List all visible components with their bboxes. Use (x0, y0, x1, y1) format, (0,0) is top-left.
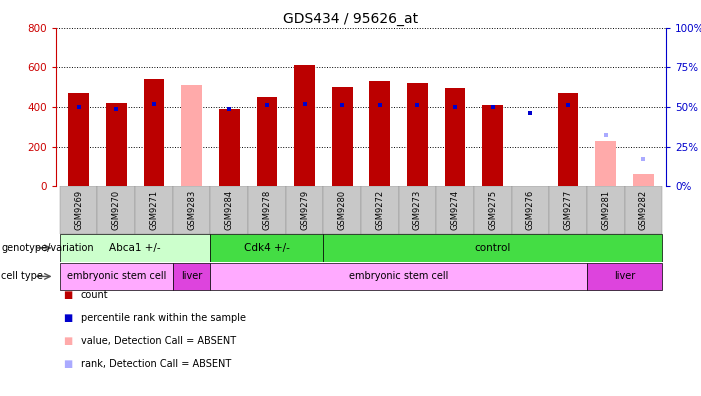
Bar (60, 234, 210, 262)
Bar (625, 186, 662, 234)
Text: control: control (475, 243, 511, 253)
Text: GSM9275: GSM9275 (489, 190, 497, 230)
Text: cell type: cell type (1, 271, 43, 282)
Text: GDS434 / 95626_at: GDS434 / 95626_at (283, 12, 418, 26)
Bar (550, 186, 587, 234)
Text: Cdk4 +/-: Cdk4 +/- (244, 243, 290, 253)
Text: liver: liver (181, 271, 202, 282)
Bar (399, 186, 436, 234)
Text: GSM9276: GSM9276 (526, 190, 535, 230)
Bar (482, 105, 503, 186)
Text: ■: ■ (63, 358, 72, 369)
Text: embryonic stem cell: embryonic stem cell (349, 271, 449, 282)
Bar (172, 263, 210, 290)
Bar (97, 186, 135, 234)
Text: GSM9281: GSM9281 (601, 190, 610, 230)
Bar (248, 186, 286, 234)
Text: liver: liver (614, 271, 635, 282)
Text: GSM9284: GSM9284 (225, 190, 233, 230)
Bar (361, 186, 399, 234)
Text: GSM9282: GSM9282 (639, 190, 648, 230)
Text: GSM9270: GSM9270 (112, 190, 121, 230)
Bar (332, 87, 353, 186)
Bar (135, 186, 172, 234)
Bar (182, 85, 202, 186)
Bar (210, 263, 587, 290)
Text: rank, Detection Call = ABSENT: rank, Detection Call = ABSENT (81, 358, 231, 369)
Text: GSM9283: GSM9283 (187, 190, 196, 230)
Text: GSM9280: GSM9280 (338, 190, 347, 230)
Text: ■: ■ (63, 312, 72, 323)
Text: Abca1 +/-: Abca1 +/- (109, 243, 161, 253)
Bar (60, 263, 172, 290)
Text: genotype/variation: genotype/variation (1, 243, 94, 253)
Text: ■: ■ (63, 289, 72, 300)
Bar (444, 88, 465, 186)
Bar (257, 97, 278, 186)
Bar (210, 234, 323, 262)
Bar (633, 174, 654, 186)
Text: GSM9273: GSM9273 (413, 190, 422, 230)
Bar (323, 186, 361, 234)
Text: value, Detection Call = ABSENT: value, Detection Call = ABSENT (81, 335, 236, 346)
Text: percentile rank within the sample: percentile rank within the sample (81, 312, 245, 323)
Text: GSM9272: GSM9272 (375, 190, 384, 230)
Bar (294, 65, 315, 186)
Bar (286, 186, 323, 234)
Text: ■: ■ (63, 335, 72, 346)
Text: count: count (81, 289, 108, 300)
Bar (407, 83, 428, 186)
Text: GSM9277: GSM9277 (564, 190, 573, 230)
Text: GSM9278: GSM9278 (262, 190, 271, 230)
Bar (210, 186, 248, 234)
Bar (68, 93, 89, 186)
Text: GSM9271: GSM9271 (149, 190, 158, 230)
Bar (512, 186, 550, 234)
Text: GSM9274: GSM9274 (451, 190, 460, 230)
Bar (436, 186, 474, 234)
Bar (106, 103, 127, 186)
Text: embryonic stem cell: embryonic stem cell (67, 271, 166, 282)
Bar (323, 234, 662, 262)
Text: GSM9279: GSM9279 (300, 190, 309, 230)
Bar (595, 141, 616, 186)
Bar (369, 81, 390, 186)
Bar (144, 79, 164, 186)
Text: GSM9269: GSM9269 (74, 190, 83, 230)
Bar (474, 186, 512, 234)
Bar (219, 109, 240, 186)
Bar (587, 186, 625, 234)
Bar (587, 263, 662, 290)
Bar (60, 186, 97, 234)
Bar (558, 93, 578, 186)
Bar (172, 186, 210, 234)
